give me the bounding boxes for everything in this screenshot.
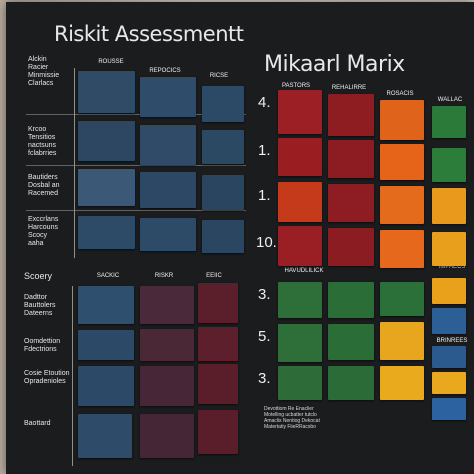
left-bottom-row-label-2: Oomdettion Fdectrions [24,338,61,353]
matrix-card [328,228,374,266]
left-header-3: RICSE [209,73,229,79]
matrix-card [380,322,424,360]
matrix-card [278,182,322,222]
right-header-2: REHALIRRE [331,85,367,91]
matrix-card [278,324,322,362]
matrix-card [432,308,466,334]
right-header-4: WALLAC [437,97,463,103]
left-bottom-header-3: EEIIC [206,273,222,279]
risk-card [78,366,134,406]
matrix-card [328,140,374,178]
matrix-card [380,282,424,316]
risk-card [78,169,135,206]
matrix-card [432,398,466,420]
left-bottom-row-label-1: Dadttor Bauttolers Dateerns [24,294,56,317]
row-number: 3. [258,370,271,387]
left-row-label-1: Alckin Racier Minmissie Clarlacs [28,56,60,87]
row-number: 5. [258,328,271,345]
risk-card [202,175,244,210]
left-title: Riskit Assessmentt [54,22,244,46]
matrix-card [328,184,374,222]
risk-card [140,218,196,251]
right-title: Mikaarl Marix [264,52,405,77]
matrix-card [278,366,322,400]
matrix-card [328,366,374,400]
left-bottom-header-1: SACKIC [96,273,120,279]
matrix-card [380,366,424,400]
risk-card [198,327,238,361]
risk-card [202,86,244,122]
row-number: 3. [258,286,271,303]
risk-card [202,130,244,164]
matrix-card [380,186,424,224]
matrix-card [380,230,424,268]
footer-note: Devottiom Re Enaclier Motelling ucbatter… [264,406,320,430]
risk-card [198,410,238,454]
left-row-label-3: Bautiders Dosbal an Racemed [28,174,60,197]
risk-card [78,216,135,249]
risk-card [202,220,244,253]
risk-card [140,329,194,361]
risk-card [140,77,196,117]
matrix-card [278,90,322,134]
risk-card [140,286,194,324]
matrix-card [380,144,424,180]
divider [26,210,246,211]
matrix-card [432,188,466,224]
matrix-card [328,282,374,318]
left-row-label-4: Exccrlans Harcouns Scocy aaha [28,216,59,247]
risk-card [78,286,134,324]
risk-card [140,366,194,406]
divider [26,114,246,115]
right-header-1: PASTORS [281,83,311,89]
matrix-card [432,148,466,182]
right-sub-header: HAVUDLILICK [284,268,324,274]
row-number: 1. [258,187,271,204]
matrix-card [278,226,322,266]
risk-card [198,283,238,323]
matrix-card [432,346,466,368]
matrix-card [432,232,466,266]
left-row-label-2: Krcoo Tensitios nactsuns fclabrries [28,126,57,157]
risk-card [78,330,134,360]
left-bottom-row-label-3: Cosie Etoution Opradenioles [24,370,70,385]
matrix-card [278,282,322,318]
row-number: 1. [258,142,271,159]
row-number: 4. [258,94,271,111]
matrix-card [278,138,322,176]
right-header-3: ROSACIS [386,91,414,97]
left-bottom-label: Scoery [24,271,53,281]
right-side-label-2: BRINREES [436,338,468,344]
left-header-2: REPOCICS [149,68,181,74]
chalkboard: Riskit Assessmentt ROUSSE REPOCICS RICSE… [6,2,474,474]
risk-card [78,71,135,113]
left-bottom-row-label-4: Baottard [24,420,51,427]
divider [74,68,75,258]
divider [26,165,246,166]
matrix-card [328,94,374,136]
risk-card [78,414,132,458]
risk-card [140,172,196,208]
matrix-card [432,372,466,394]
matrix-card [380,100,424,140]
left-bottom-header-2: RISKR [154,273,174,279]
matrix-card [328,324,374,360]
right-side-label: IMPAECS [438,264,466,270]
risk-card [198,364,238,404]
left-header-1: ROUSSE [98,59,124,65]
divider [72,286,73,466]
row-number: 10. [256,234,277,251]
risk-card [78,121,135,161]
risk-card [140,125,196,165]
matrix-card [432,278,466,304]
risk-card [140,414,194,458]
matrix-card [432,106,466,138]
